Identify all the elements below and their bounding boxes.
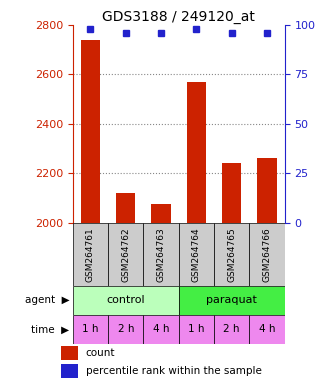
Text: 2 h: 2 h bbox=[223, 324, 240, 334]
Bar bbox=[179, 223, 214, 286]
Text: GSM264765: GSM264765 bbox=[227, 227, 236, 282]
Text: time  ▶: time ▶ bbox=[31, 324, 70, 334]
Bar bbox=[81, 40, 100, 223]
Text: count: count bbox=[86, 348, 115, 358]
Text: 2 h: 2 h bbox=[118, 324, 134, 334]
Text: 1 h: 1 h bbox=[82, 324, 99, 334]
Bar bbox=[179, 315, 214, 344]
Bar bbox=[214, 223, 249, 286]
Text: percentile rank within the sample: percentile rank within the sample bbox=[86, 366, 261, 376]
Text: 1 h: 1 h bbox=[188, 324, 205, 334]
Text: 4 h: 4 h bbox=[259, 324, 275, 334]
Bar bbox=[143, 315, 179, 344]
Bar bbox=[214, 315, 249, 344]
Bar bbox=[61, 364, 78, 377]
Bar bbox=[249, 223, 285, 286]
Text: 4 h: 4 h bbox=[153, 324, 169, 334]
Text: GSM264764: GSM264764 bbox=[192, 227, 201, 282]
Text: GSM264763: GSM264763 bbox=[157, 227, 166, 282]
Text: GSM264761: GSM264761 bbox=[86, 227, 95, 282]
Text: paraquat: paraquat bbox=[206, 295, 257, 306]
Title: GDS3188 / 249120_at: GDS3188 / 249120_at bbox=[102, 10, 255, 24]
Text: GSM264762: GSM264762 bbox=[121, 227, 130, 282]
Bar bbox=[73, 315, 108, 344]
Text: agent  ▶: agent ▶ bbox=[25, 295, 70, 306]
Bar bbox=[108, 223, 143, 286]
Bar bbox=[257, 159, 277, 223]
Text: control: control bbox=[107, 295, 145, 306]
Bar bbox=[249, 315, 285, 344]
Bar bbox=[187, 82, 206, 223]
Bar bbox=[151, 204, 171, 223]
Bar bbox=[61, 346, 78, 360]
Bar bbox=[222, 163, 241, 223]
Bar bbox=[143, 223, 179, 286]
Bar bbox=[116, 193, 135, 223]
Text: GSM264766: GSM264766 bbox=[262, 227, 271, 282]
Bar bbox=[73, 286, 179, 315]
Bar bbox=[73, 223, 108, 286]
Bar bbox=[108, 315, 143, 344]
Bar bbox=[179, 286, 285, 315]
